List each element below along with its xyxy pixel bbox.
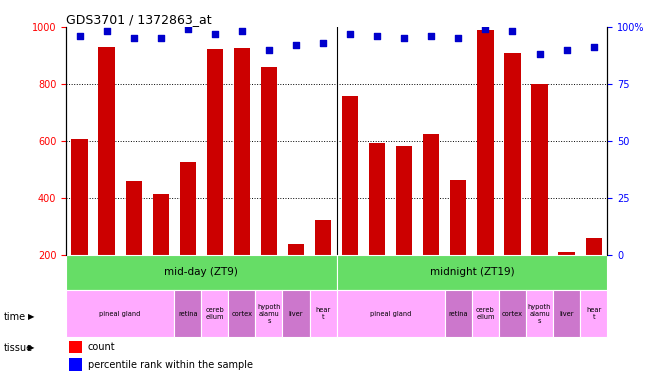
Bar xyxy=(288,244,304,255)
Text: ▶: ▶ xyxy=(28,312,35,321)
Text: cereb
ellum: cereb ellum xyxy=(476,307,495,320)
Text: percentile rank within the sample: percentile rank within the sample xyxy=(88,360,253,370)
Point xyxy=(128,35,139,41)
Bar xyxy=(180,162,196,255)
Text: retina: retina xyxy=(178,311,197,316)
Bar xyxy=(369,143,385,255)
Text: tissue: tissue xyxy=(3,343,32,353)
Bar xyxy=(152,194,169,255)
Point xyxy=(453,35,463,41)
Text: mid-day (ZT9): mid-day (ZT9) xyxy=(164,267,238,277)
Point xyxy=(290,42,301,48)
Text: cortex: cortex xyxy=(232,311,252,316)
Point xyxy=(318,40,329,46)
Text: midnight (ZT19): midnight (ZT19) xyxy=(430,267,514,277)
Point xyxy=(561,46,572,53)
Text: GDS3701 / 1372863_at: GDS3701 / 1372863_at xyxy=(66,13,212,26)
Text: hypoth
alamu
s: hypoth alamu s xyxy=(257,303,280,323)
Bar xyxy=(553,290,580,337)
Bar xyxy=(450,180,467,255)
Point xyxy=(345,31,355,37)
Bar xyxy=(342,96,358,255)
Point xyxy=(74,33,84,39)
Bar xyxy=(396,146,412,255)
Bar xyxy=(526,290,553,337)
Point xyxy=(372,33,383,39)
Bar xyxy=(337,255,607,290)
Text: pineal gland: pineal gland xyxy=(100,311,141,316)
Text: pineal gland: pineal gland xyxy=(370,311,411,316)
Bar xyxy=(310,290,337,337)
Text: liver: liver xyxy=(560,311,574,316)
Text: time: time xyxy=(3,312,26,322)
Text: liver: liver xyxy=(289,311,303,316)
Bar xyxy=(125,181,142,255)
Bar xyxy=(201,290,228,337)
Bar xyxy=(445,290,472,337)
Bar xyxy=(499,290,526,337)
Bar xyxy=(234,48,250,255)
Text: cereb
ellum: cereb ellum xyxy=(205,307,224,320)
Bar xyxy=(580,290,607,337)
Point xyxy=(237,28,248,35)
Point xyxy=(589,44,599,50)
Bar xyxy=(69,341,82,353)
Bar xyxy=(174,290,201,337)
Bar xyxy=(337,290,445,337)
Text: cortex: cortex xyxy=(502,311,523,316)
Point xyxy=(535,51,545,57)
Bar xyxy=(504,53,521,255)
Point xyxy=(264,46,275,53)
Bar xyxy=(98,47,115,255)
Point xyxy=(507,28,517,35)
Point xyxy=(102,28,112,35)
Text: ▶: ▶ xyxy=(28,343,35,352)
Bar xyxy=(472,290,499,337)
Bar xyxy=(558,252,575,255)
Bar xyxy=(315,220,331,255)
Bar xyxy=(69,358,82,371)
Point xyxy=(182,26,193,32)
Text: hear
t: hear t xyxy=(586,307,601,320)
Bar xyxy=(423,134,440,255)
Text: count: count xyxy=(88,342,115,352)
Point xyxy=(210,31,220,37)
Point xyxy=(426,33,437,39)
Bar xyxy=(261,67,277,255)
Bar xyxy=(66,290,174,337)
Point xyxy=(156,35,166,41)
Text: hypoth
alamu
s: hypoth alamu s xyxy=(528,303,551,323)
Bar xyxy=(207,49,223,255)
Bar xyxy=(477,30,494,255)
Bar xyxy=(66,255,337,290)
Bar xyxy=(282,290,310,337)
Point xyxy=(480,26,491,32)
Bar xyxy=(585,238,602,255)
Bar xyxy=(255,290,282,337)
Text: retina: retina xyxy=(449,311,468,316)
Bar xyxy=(228,290,255,337)
Bar xyxy=(71,139,88,255)
Text: hear
t: hear t xyxy=(315,307,331,320)
Bar xyxy=(531,84,548,255)
Point xyxy=(399,35,409,41)
